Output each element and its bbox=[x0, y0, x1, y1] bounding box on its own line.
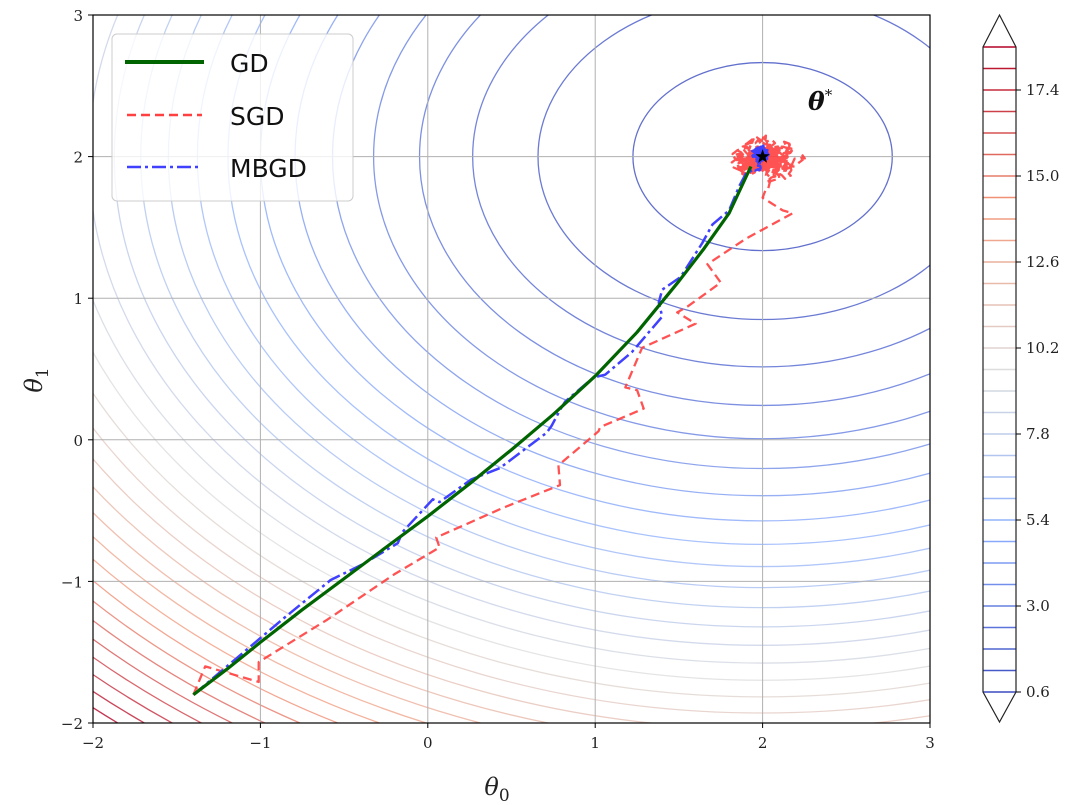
x-tick-label: 1 bbox=[590, 734, 600, 752]
y-tick-label: −2 bbox=[61, 715, 83, 733]
contour-line bbox=[294, 15, 930, 497]
contour-line bbox=[227, 15, 930, 545]
x-tick-label: −2 bbox=[82, 734, 104, 752]
x-axis-label: θ0 bbox=[484, 773, 509, 805]
colorbar-tick-label: 10.2 bbox=[1026, 339, 1059, 357]
y-tick-label: 2 bbox=[73, 149, 83, 167]
colorbar-tick-label: 0.6 bbox=[1026, 683, 1050, 701]
legend-label-gd: GD bbox=[230, 49, 269, 78]
trajectory-sgd bbox=[192, 134, 806, 696]
trajectories bbox=[192, 134, 806, 696]
colorbar-tick-label: 3.0 bbox=[1026, 597, 1050, 615]
colorbar-tick-label: 15.0 bbox=[1026, 167, 1059, 185]
legend-label-mbgd: MBGD bbox=[230, 154, 307, 183]
y-tick-label: 0 bbox=[73, 432, 83, 450]
y-tick-label: 3 bbox=[73, 7, 83, 25]
contour-line bbox=[418, 15, 930, 407]
y-tick-label: 1 bbox=[73, 290, 83, 308]
y-tick-label: −1 bbox=[61, 573, 83, 591]
legend: GD SGD MBGD bbox=[111, 33, 354, 202]
colorbar-outline bbox=[982, 13, 1017, 724]
colorbar-tick-label: 5.4 bbox=[1026, 511, 1050, 529]
colorbar-tick-label: 12.6 bbox=[1026, 253, 1059, 271]
x-tick-label: 3 bbox=[925, 734, 935, 752]
plot-frame bbox=[92, 14, 931, 724]
optimum-star-marker bbox=[755, 149, 770, 163]
x-tick-label: −1 bbox=[249, 734, 271, 752]
x-tick-label: 2 bbox=[758, 734, 768, 752]
trajectory-gd bbox=[192, 165, 753, 696]
trajectory-mbgd bbox=[192, 144, 770, 696]
y-axis-label: θ1 bbox=[20, 367, 53, 392]
colorbar-tick-label: 17.4 bbox=[1026, 81, 1059, 99]
optimum-label: θ* bbox=[808, 86, 833, 116]
legend-label-sgd: SGD bbox=[230, 102, 285, 131]
x-tick-label: 0 bbox=[423, 734, 433, 752]
colorbar-tick-label: 7.8 bbox=[1026, 425, 1050, 443]
colorbar: 0.6 3.0 5.4 7.8 10.2 12.6 15.0 17.4 bbox=[982, 13, 1059, 724]
axes: −2 −1 0 1 2 3 −2 −1 0 1 2 3 bbox=[61, 7, 935, 752]
contour-line bbox=[259, 15, 930, 522]
contour-line bbox=[332, 15, 930, 470]
legend-frame bbox=[111, 33, 354, 202]
